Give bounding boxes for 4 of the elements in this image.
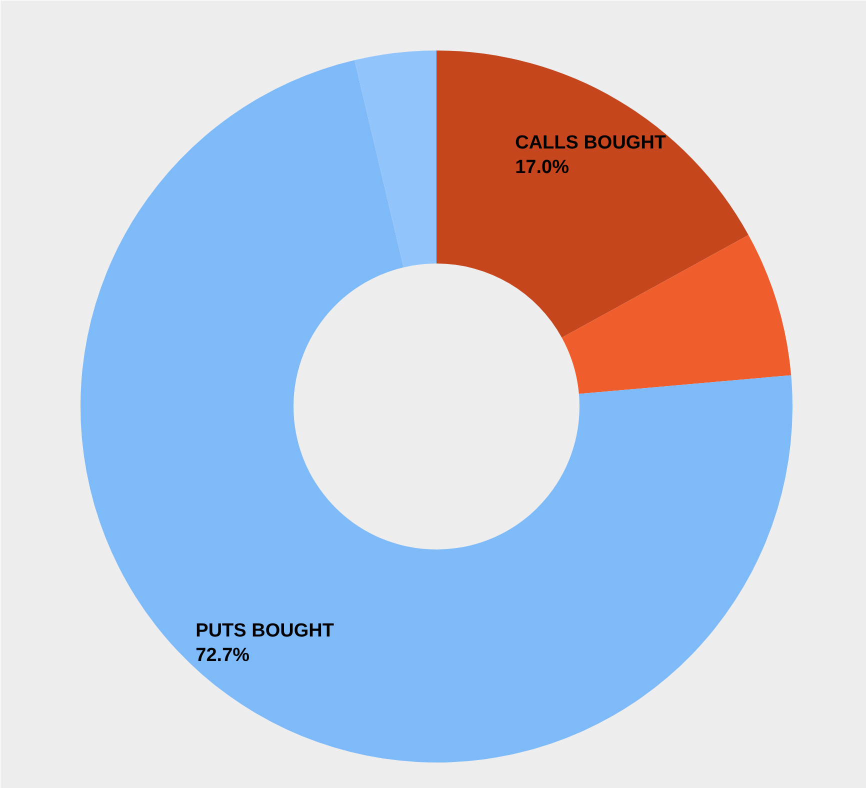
data-label: 17.0% <box>515 156 570 178</box>
slice-label: PUTS BOUGHT <box>196 620 334 642</box>
slice-label: CALLS BOUGHT <box>515 132 666 154</box>
data-label: 72.7% <box>196 644 250 666</box>
